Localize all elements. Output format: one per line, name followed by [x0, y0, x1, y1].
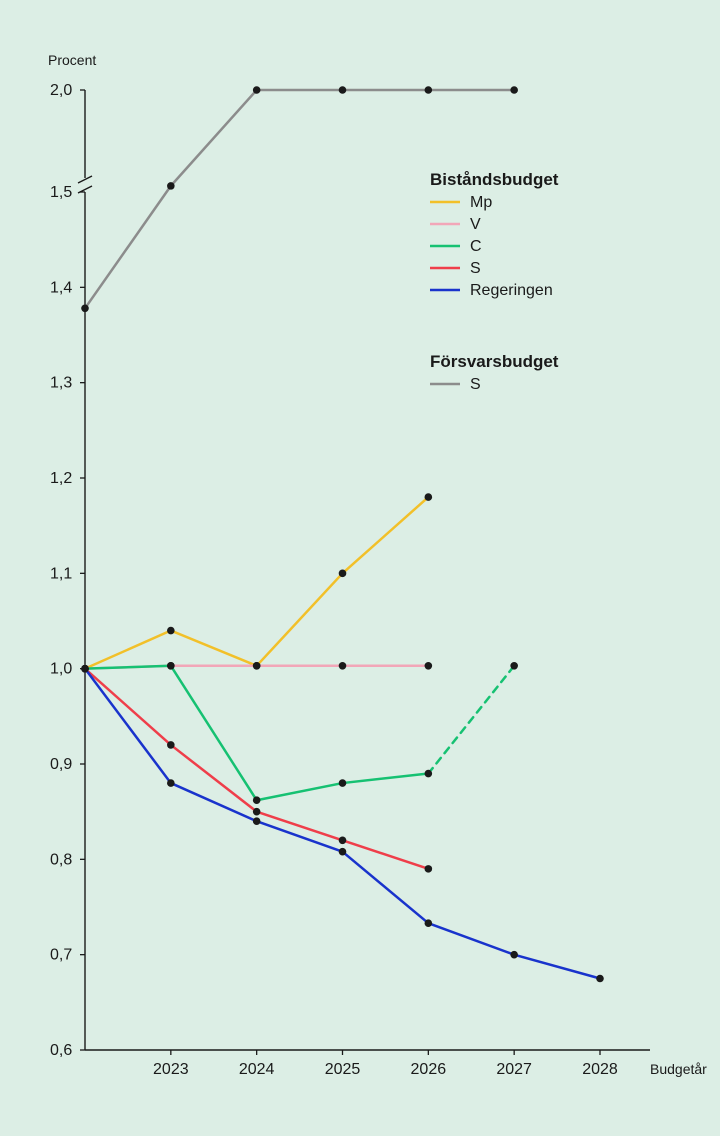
data-point — [425, 770, 433, 778]
legend-group-title: Biståndsbudget — [430, 170, 559, 189]
y-tick-label: 2,0 — [50, 82, 72, 99]
y-tick-label: 0,7 — [50, 947, 72, 964]
data-point — [253, 86, 261, 94]
y-tick-label: 1,0 — [50, 661, 72, 678]
x-tick-label: 2028 — [582, 1061, 618, 1078]
data-point — [339, 779, 347, 787]
data-point — [425, 662, 433, 670]
legend-item-label: C — [470, 238, 482, 255]
x-tick-label: 2025 — [325, 1061, 361, 1078]
data-point — [167, 627, 175, 635]
data-point — [167, 662, 175, 670]
data-point — [510, 86, 518, 94]
legend-item-label: S — [470, 376, 481, 393]
data-point — [81, 665, 89, 673]
line-chart: 2,0 1,5 1,4 1,3 1,2 1,1 1,0 0,9 0,8 0,7 0,6 Procent… — [0, 0, 720, 1136]
x-tick-label: 2023 — [153, 1061, 189, 1078]
data-point — [596, 975, 604, 983]
y-tick-label: 1,2 — [50, 470, 72, 487]
x-tick-label: 2024 — [239, 1061, 275, 1078]
data-point — [510, 662, 518, 670]
y-tick-label: 0,9 — [50, 756, 72, 773]
data-point — [253, 808, 261, 816]
legend-item-label: Mp — [470, 194, 492, 211]
data-point — [253, 817, 261, 825]
data-point — [425, 919, 433, 927]
x-axis-title: Budgetår — [650, 1061, 707, 1077]
legend-item-label: Regeringen — [470, 282, 553, 299]
data-point — [81, 305, 89, 313]
data-point — [425, 865, 433, 873]
y-tick-label: 0,8 — [50, 851, 72, 868]
data-point — [253, 662, 261, 670]
data-point — [339, 570, 347, 578]
legend-item-label: V — [470, 216, 481, 233]
x-tick-label: 2026 — [411, 1061, 447, 1078]
data-point — [510, 951, 518, 959]
data-point — [167, 182, 175, 190]
data-point — [425, 86, 433, 94]
y-tick-label: 0,6 — [50, 1042, 72, 1059]
data-point — [167, 779, 175, 787]
legend-item-label: S — [470, 260, 481, 277]
legend-group-title: Försvarsbudget — [430, 352, 559, 371]
data-point — [339, 662, 347, 670]
y-tick-label: 1,4 — [50, 279, 72, 296]
data-point — [253, 796, 261, 804]
y-axis-title: Procent — [48, 52, 96, 68]
x-tick-label: 2027 — [496, 1061, 532, 1078]
y-tick-label: 1,3 — [50, 375, 72, 392]
y-tick-label: 1,5 — [50, 184, 72, 201]
data-point — [167, 741, 175, 749]
y-tick-label: 1,1 — [50, 565, 72, 582]
data-point — [339, 848, 347, 856]
data-point — [339, 836, 347, 844]
data-point — [339, 86, 347, 94]
data-point — [425, 493, 433, 501]
